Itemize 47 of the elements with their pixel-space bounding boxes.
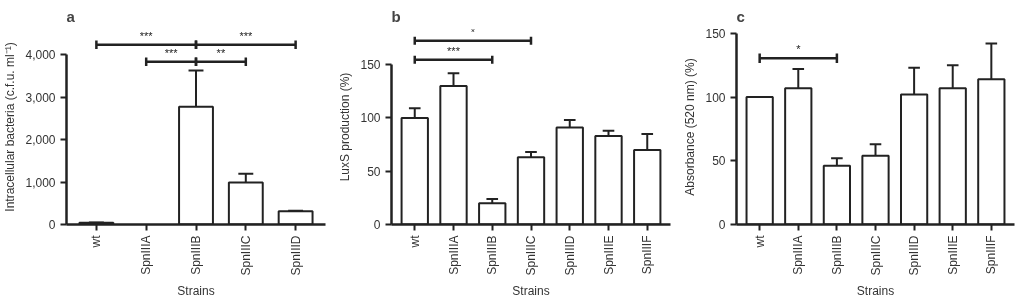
x-tick-label: SpnIIIF	[984, 235, 999, 275]
y-tick-label: 50	[712, 154, 726, 169]
x-tick-label: SpnIIIF	[640, 235, 655, 275]
x-tick-label: SpnIIIE	[601, 235, 616, 275]
y-tick-label: 0	[48, 218, 56, 232]
y-tick-label: 50	[367, 164, 381, 179]
x-tick-label: wt	[752, 234, 767, 249]
y-tick-label: 2,000	[25, 133, 56, 148]
chart-title: c	[736, 7, 745, 25]
x-axis-title: Strains	[177, 283, 215, 298]
y-tick-label: 150	[360, 58, 381, 73]
x-tick-label: SpnIIIA	[791, 235, 806, 275]
text: ***	[239, 30, 253, 43]
y-axis-title: Intracellular bacteria (c.f.u. ml⁻¹)	[3, 42, 18, 212]
x-tick-label: SpnIIIE	[945, 235, 960, 275]
y-tick-label: 0	[718, 218, 726, 232]
chart-title: a	[66, 7, 76, 25]
annotation: *	[796, 43, 802, 56]
x-tick-label: SpnIIIC	[868, 235, 883, 276]
y-tick-label: 4,000	[25, 48, 56, 63]
x-tick-label: SpnIIIC	[238, 235, 253, 276]
y-tick-label: 0	[373, 218, 381, 232]
annotation: ***	[164, 47, 179, 60]
y-axis-title: Absorbance (520 nm) (%)	[683, 58, 698, 196]
y-tick-label: 100	[360, 111, 381, 126]
x-tick-label: SpnIIID	[907, 235, 922, 276]
y-axis-title: LuxS production (%)	[338, 72, 353, 182]
text: ***	[447, 45, 461, 58]
x-tick-label: SpnIIIA	[446, 235, 461, 275]
x-tick-label: SpnIIIB	[485, 235, 500, 275]
y-tick-label: 1,000	[25, 175, 56, 190]
x-tick-label: SpnIIIB	[189, 235, 203, 275]
chart-title: b	[391, 7, 401, 25]
y-tick-label: 3,000	[25, 90, 56, 105]
text: ***	[139, 30, 154, 43]
x-tick-label: wt	[89, 234, 104, 249]
y-tick-label: 150	[705, 26, 726, 41]
x-tick-label: SpnIIIA	[139, 235, 154, 275]
x-tick-label: SpnIIID	[562, 235, 577, 276]
annotation: **	[216, 47, 226, 60]
y-tick-label: 100	[705, 90, 726, 105]
x-tick-label: SpnIIID	[288, 235, 303, 276]
x-tick-label: SpnIIIC	[524, 235, 538, 276]
x-axis-title: Strains	[512, 283, 550, 298]
x-tick-label: wt	[407, 234, 422, 249]
x-tick-label: SpnIIIB	[829, 235, 844, 275]
x-axis-title: Strains	[856, 283, 895, 298]
